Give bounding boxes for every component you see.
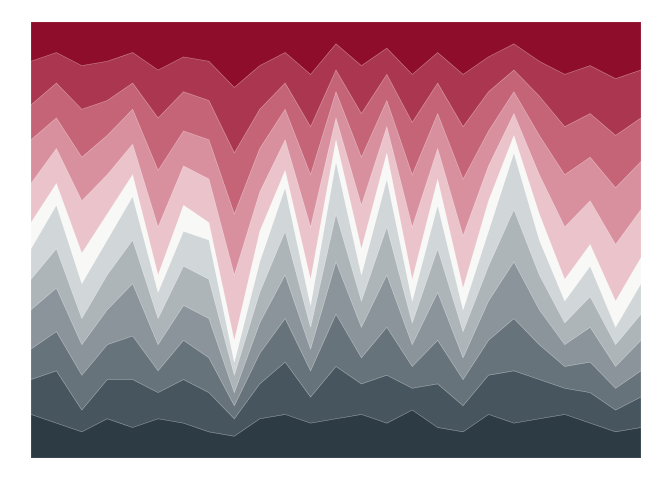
area-layer: [30, 21, 642, 88]
